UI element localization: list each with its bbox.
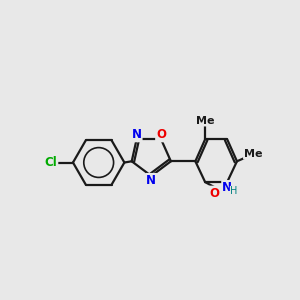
Text: Me: Me — [196, 116, 214, 126]
Text: O: O — [156, 128, 166, 141]
Text: H: H — [230, 186, 238, 197]
Text: Cl: Cl — [45, 156, 57, 169]
Text: O: O — [209, 187, 219, 200]
Text: N: N — [146, 174, 156, 187]
Text: N: N — [222, 181, 232, 194]
Text: N: N — [132, 128, 142, 141]
Text: Me: Me — [244, 149, 262, 159]
